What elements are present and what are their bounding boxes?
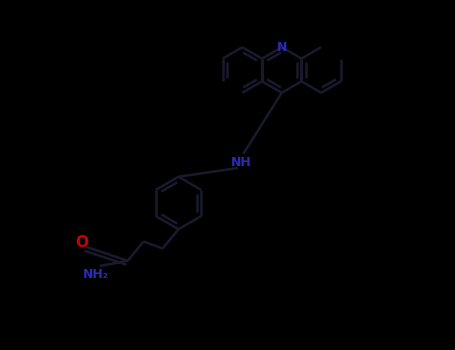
Text: NH₂: NH₂ <box>83 268 109 281</box>
Text: NH: NH <box>231 156 252 169</box>
Text: N: N <box>277 41 287 54</box>
Text: O: O <box>75 235 88 250</box>
